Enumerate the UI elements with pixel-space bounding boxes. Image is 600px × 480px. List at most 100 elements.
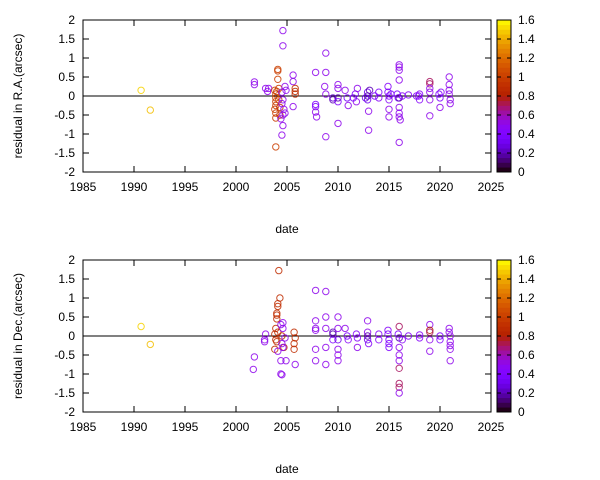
data-point (279, 319, 287, 327)
data-point (353, 343, 362, 352)
colorbar-band (497, 43, 511, 49)
colorbar-tick-label: 0.2 (518, 386, 535, 400)
y-tick-label: 0.5 (58, 70, 75, 84)
data-point (426, 84, 434, 93)
colorbar-band (497, 148, 511, 154)
colorbar-band (497, 312, 511, 318)
y-tick-label: 2 (68, 13, 75, 27)
colorbar-band (497, 91, 511, 97)
colorbar-band (497, 260, 511, 266)
data-point (341, 86, 349, 95)
data-point (363, 332, 372, 340)
data-point (446, 341, 454, 350)
x-tick-label: 2000 (223, 420, 250, 434)
data-point (385, 92, 393, 100)
data-point (311, 357, 320, 365)
data-point (395, 322, 403, 331)
colorbar-band (497, 138, 511, 144)
colorbar-band (497, 110, 511, 116)
data-point (436, 103, 444, 112)
colorbar-band (497, 388, 511, 394)
data-point (146, 106, 155, 114)
data-point (334, 313, 342, 321)
data-point (322, 324, 330, 333)
colorbar-tick-label: 0.2 (518, 146, 535, 160)
data-point (446, 338, 454, 346)
data-point (271, 105, 279, 114)
data-point (395, 113, 403, 121)
colorbar-band (497, 29, 511, 35)
data-point (311, 102, 320, 111)
y-tick-label: -1.5 (54, 146, 75, 160)
colorbar-band (497, 383, 511, 389)
data-point (273, 315, 281, 323)
data-point (435, 90, 443, 98)
data-point (273, 87, 281, 96)
data-point (446, 96, 454, 104)
x-tick-label: 2000 (223, 180, 250, 194)
colorbar-band (497, 331, 511, 337)
data-point (344, 336, 352, 344)
colorbar-tick-label: 1.4 (518, 32, 535, 46)
colorbar-band (497, 34, 511, 40)
data-point (291, 87, 299, 96)
colorbar-tick-label: 0.8 (518, 89, 535, 103)
data-point (445, 73, 453, 81)
colorbar-band (497, 317, 511, 323)
data-point (279, 26, 287, 35)
data-point (364, 339, 373, 348)
data-point (279, 96, 287, 104)
x-axis-label: date (275, 222, 299, 236)
data-point (137, 322, 145, 331)
data-point (278, 88, 286, 96)
data-point (278, 339, 286, 348)
colorbar-band (497, 105, 511, 111)
data-point (311, 100, 320, 109)
data-point (341, 324, 349, 333)
data-point (274, 347, 282, 355)
colorbar-band (497, 378, 511, 384)
data-point (394, 330, 402, 338)
y-axis-label: residual in Dec.(arcsec) (11, 273, 25, 399)
data-point (396, 116, 404, 124)
colorbar-tick-label: 1.2 (518, 291, 535, 305)
colorbar: 0 0.2 0.4 0.6 0.8 1 1.2 1.4 1.6 (496, 253, 535, 419)
data-point (445, 90, 453, 98)
colorbar-tick-label: 1.6 (518, 13, 535, 27)
data-point (363, 96, 372, 104)
x-tick-label: 1985 (70, 420, 97, 434)
x-tick-label: 2010 (325, 420, 352, 434)
data-point (349, 94, 357, 102)
data-point (279, 42, 287, 50)
colorbar-band (497, 162, 511, 168)
data-point (277, 357, 285, 365)
data-point (395, 364, 403, 372)
data-point (277, 320, 285, 329)
data-point (352, 330, 361, 338)
data-point (415, 331, 424, 339)
colorbar-tick-label: 0 (518, 165, 525, 179)
y-tick-label: 0 (68, 89, 75, 103)
data-point (329, 96, 337, 104)
data-point (334, 98, 342, 106)
data-point (290, 328, 298, 336)
data-point (334, 119, 342, 128)
x-tick-label: 2015 (376, 180, 403, 194)
data-point (426, 80, 434, 88)
y-tick-label: 1 (68, 291, 75, 305)
colorbar-tick-label: 0.6 (518, 108, 535, 122)
colorbar-band (497, 397, 511, 403)
data-point (436, 336, 444, 344)
colorbar-band (497, 298, 511, 304)
colorbar-tick-label: 1.6 (518, 253, 535, 267)
colorbar-band (497, 62, 511, 68)
colorbar-tick-label: 0.4 (518, 127, 535, 141)
y-tick-label: -0.5 (54, 348, 75, 362)
data-point (274, 300, 282, 308)
data-point (273, 311, 281, 319)
data-point (311, 324, 320, 333)
data-point (329, 336, 337, 344)
x-tick-label: 2015 (376, 420, 403, 434)
data-point (249, 365, 258, 374)
colorbar-band (497, 134, 511, 140)
